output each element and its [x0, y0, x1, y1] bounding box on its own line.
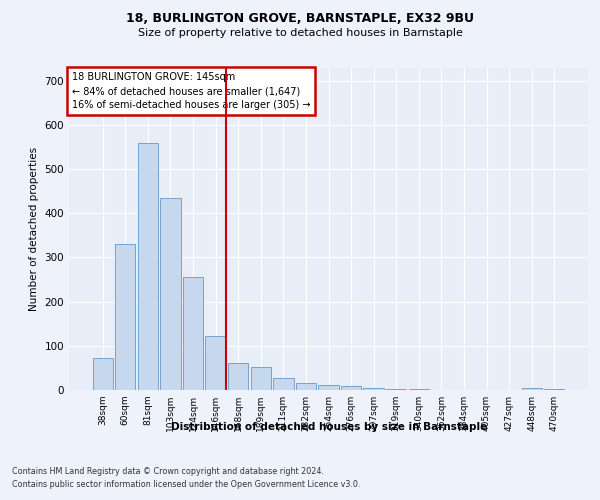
Text: Size of property relative to detached houses in Barnstaple: Size of property relative to detached ho… [137, 28, 463, 38]
Bar [296, 384, 316, 390]
Y-axis label: Number of detached properties: Number of detached properties [29, 146, 39, 311]
Bar [115, 244, 136, 390]
Bar [138, 142, 158, 390]
Bar [386, 388, 406, 390]
Bar [205, 336, 226, 390]
Text: Contains HM Land Registry data © Crown copyright and database right 2024.: Contains HM Land Registry data © Crown c… [12, 468, 324, 476]
Bar [160, 198, 181, 390]
Text: Contains public sector information licensed under the Open Government Licence v3: Contains public sector information licen… [12, 480, 361, 489]
Bar [319, 384, 338, 390]
Bar [341, 386, 361, 390]
Text: 18, BURLINGTON GROVE, BARNSTAPLE, EX32 9BU: 18, BURLINGTON GROVE, BARNSTAPLE, EX32 9… [126, 12, 474, 26]
Bar [409, 389, 429, 390]
Bar [273, 378, 293, 390]
Bar [544, 388, 565, 390]
Bar [364, 388, 384, 390]
Bar [251, 367, 271, 390]
Bar [92, 358, 113, 390]
Bar [521, 388, 542, 390]
Text: Distribution of detached houses by size in Barnstaple: Distribution of detached houses by size … [170, 422, 487, 432]
Bar [228, 362, 248, 390]
Text: 18 BURLINGTON GROVE: 145sqm
← 84% of detached houses are smaller (1,647)
16% of : 18 BURLINGTON GROVE: 145sqm ← 84% of det… [71, 72, 310, 110]
Bar [183, 278, 203, 390]
